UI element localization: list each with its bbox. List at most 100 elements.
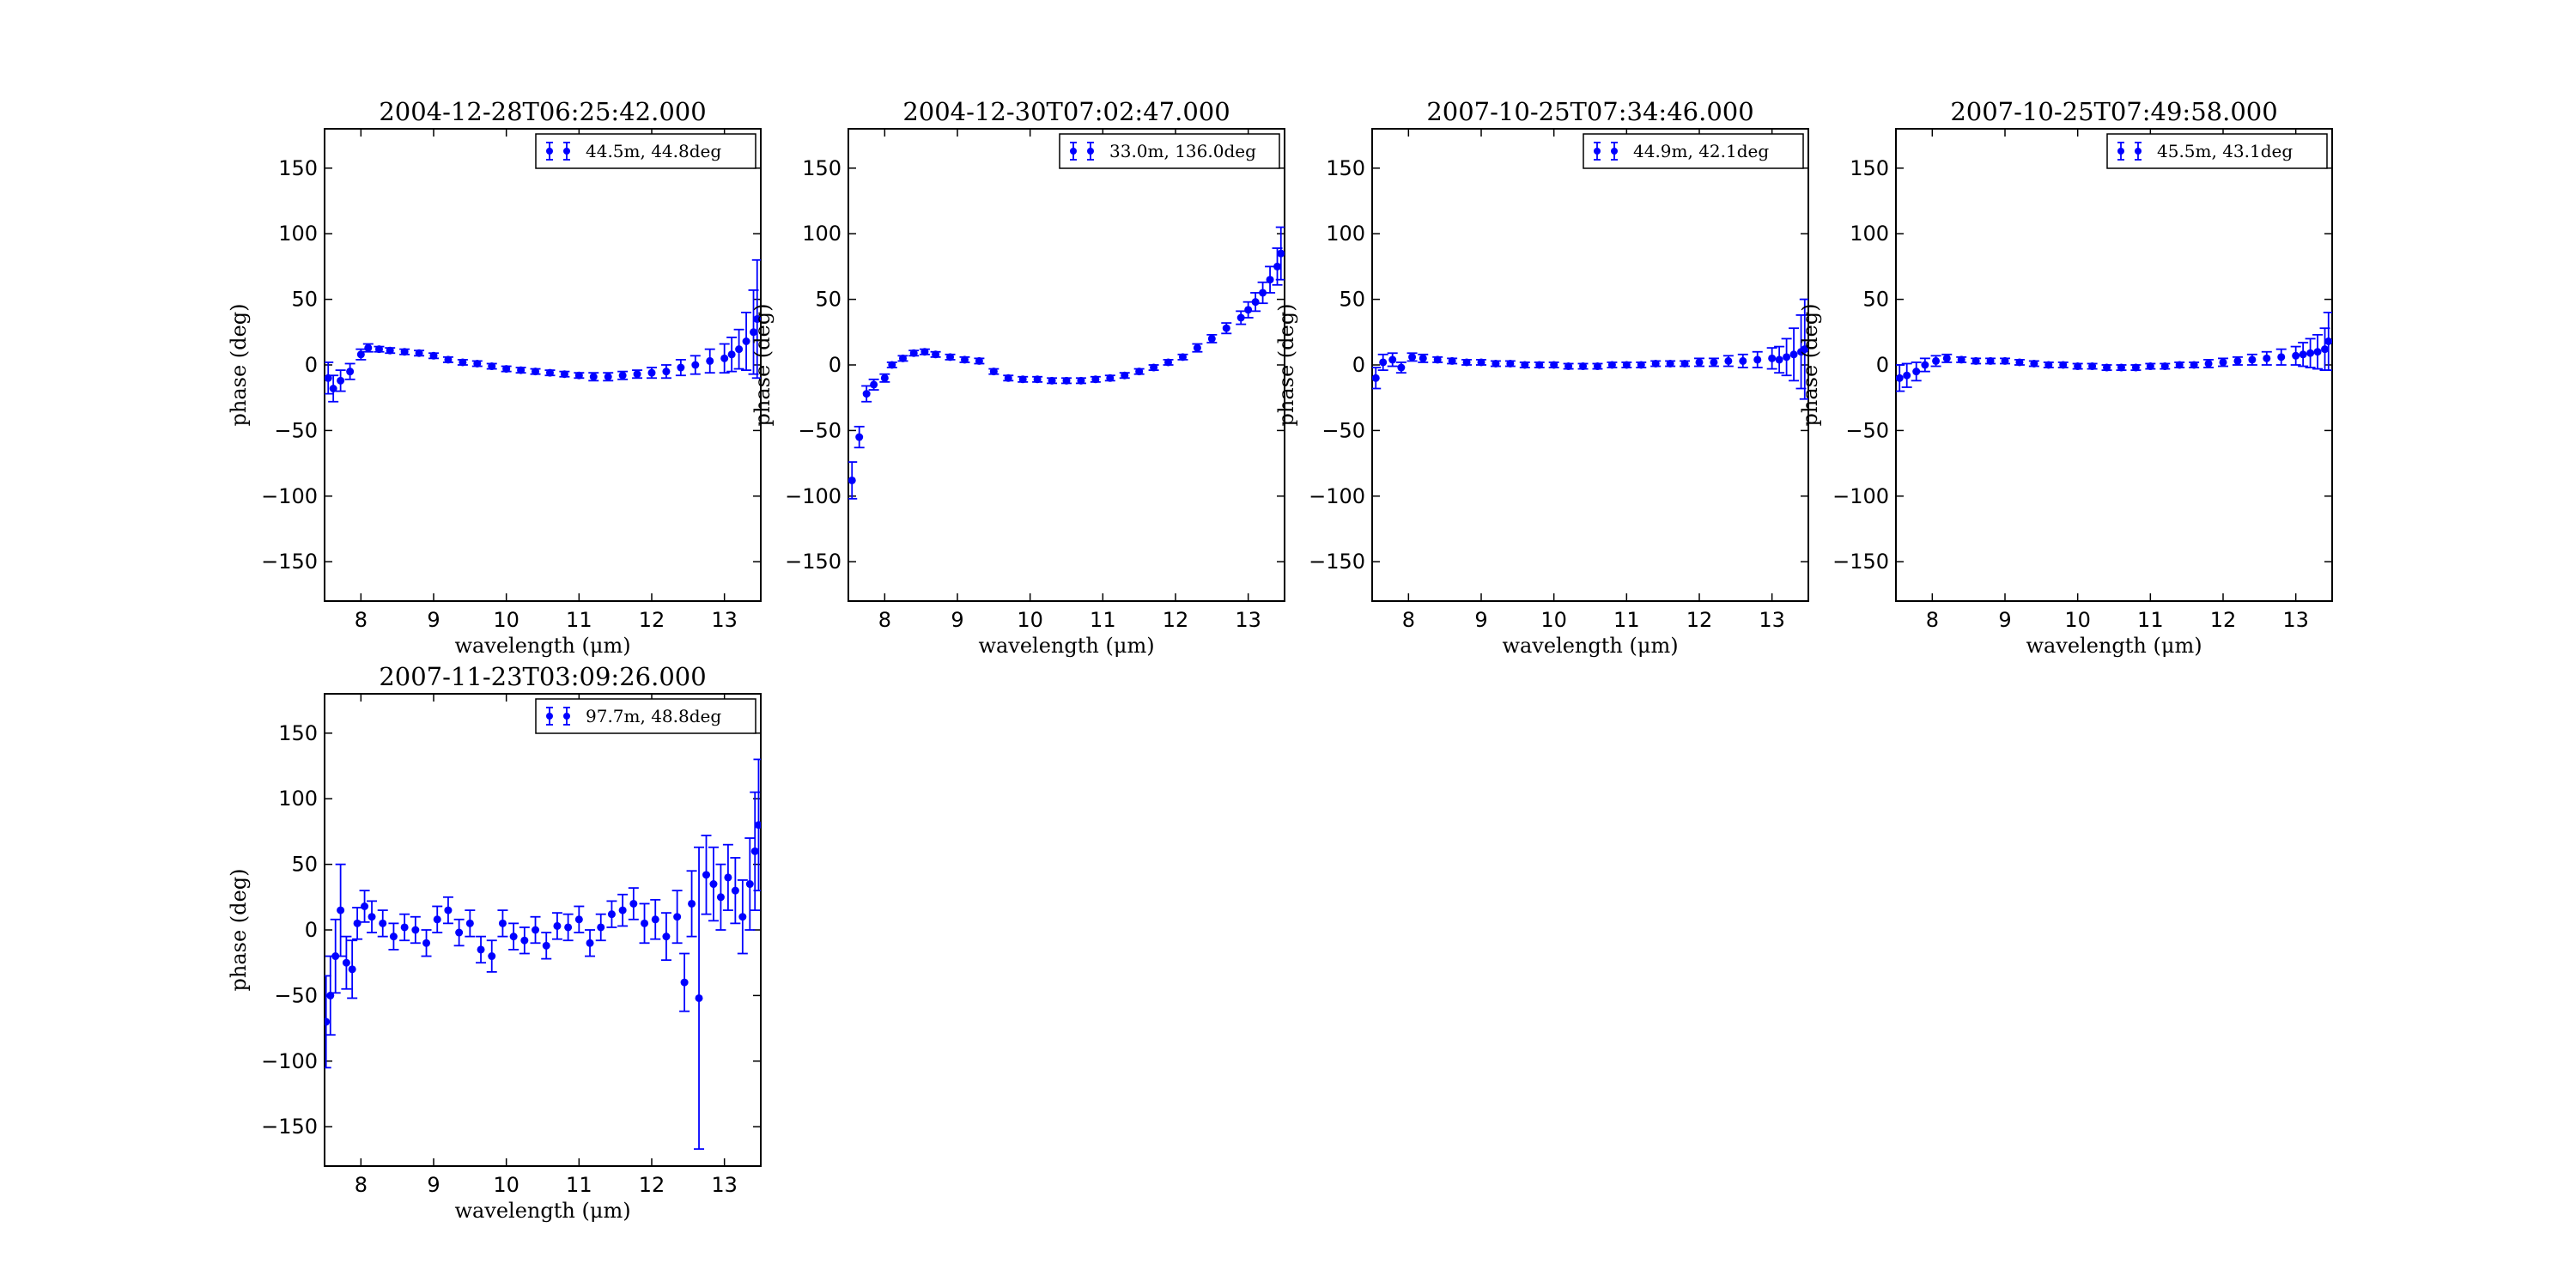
data-point [647,368,656,377]
data-point [356,350,365,359]
data-point [329,385,337,392]
data-point [909,349,918,357]
legend-marker-point [546,148,553,155]
data-point [1801,345,1808,354]
data-point [2263,354,2271,362]
legend-label: 33.0m, 136.0deg [1109,141,1256,161]
chart-title: 2004-12-30T07:02:47.000 [902,97,1230,126]
y-tick-label: −50 [1321,418,1365,442]
legend-marker-point [563,148,570,155]
data-point [1739,356,1747,365]
chart-title: 2007-10-25T07:34:46.000 [1426,97,1753,126]
data-point [2131,363,2140,372]
legend-box [535,698,756,734]
plot-area [1372,298,1808,400]
data-point [862,390,871,398]
data-point [1666,359,1674,368]
data-point [618,906,627,914]
x-axis-label: wavelength (μm) [2026,634,2202,658]
legend: 97.7m, 48.8deg [535,698,756,734]
data-point [673,913,682,921]
x-tick-label: 13 [1235,608,1261,632]
data-point [1680,359,1689,368]
data-point [2117,363,2125,372]
data-point [629,899,638,908]
legend-marker-point [2117,148,2124,155]
data-point [2324,337,2332,345]
data-point [2248,355,2257,364]
data-point [946,353,955,361]
data-point [473,359,482,368]
data-point [574,915,583,924]
x-tick-label: 11 [1090,608,1116,632]
data-point [1637,361,1645,369]
data-point [1462,358,1471,367]
legend-box [535,133,756,169]
x-tick-label: 13 [711,608,738,632]
legend-box [1583,133,1804,169]
data-point [1388,355,1397,364]
x-tick-label: 12 [1163,608,1189,632]
x-tick-label: 13 [711,1173,738,1197]
data-point [920,348,929,356]
data-point [1775,355,1783,364]
data-point [1921,361,1929,369]
data-point [502,365,511,374]
data-point [691,361,700,369]
data-point [989,368,998,376]
x-tick-label: 11 [566,608,592,632]
legend-marker-point [2135,148,2142,155]
data-point [1492,359,1500,368]
legend-label: 44.9m, 42.1deg [1633,141,1769,161]
data-point [560,370,568,379]
data-point [2074,362,2082,371]
y-tick-label: −150 [1832,550,1889,574]
legend-marker-point [1070,148,1077,155]
y-tick-label: −150 [785,550,841,574]
x-tick-label: 8 [878,608,891,632]
data-point [337,906,345,914]
y-tick-label: 150 [1326,156,1365,180]
axes-frame [324,693,762,1167]
data-point [1896,374,1904,382]
x-tick-label: 13 [2282,608,2309,632]
y-tick-label: 50 [1339,288,1365,312]
data-point [695,993,703,1002]
y-tick-label: −50 [1845,418,1889,442]
data-point [422,939,431,947]
y-tick-label: 150 [802,156,841,180]
data-point [688,899,696,908]
axes-frame [848,128,1285,602]
y-tick-label: 50 [291,853,318,877]
x-tick-label: 8 [355,1173,368,1197]
data-point [389,933,398,941]
data-point [1273,262,1282,270]
legend: 33.0m, 136.0deg [1059,133,1280,169]
data-point [545,368,554,377]
data-point [1408,353,1417,361]
data-point [325,1018,331,1026]
y-tick-label: 100 [1850,222,1889,246]
x-tick-label: 10 [493,1173,519,1197]
data-point [750,328,758,337]
data-point [1607,361,1616,369]
y-axis-label: phase (deg) [750,304,775,427]
data-point [607,910,616,919]
y-tick-label: −150 [261,550,318,574]
y-tick-label: 0 [829,353,841,377]
x-tick-label: 11 [1613,608,1640,632]
subplot-2: 2004-12-30T07:02:47.000 8 9 10 11 12 13 −150 −10… [750,97,1285,658]
data-point [1091,375,1100,384]
data-point [386,346,394,355]
data-point [1789,350,1798,359]
data-point [520,936,529,945]
data-point [1193,343,1201,352]
subplot-4: 2007-10-25T07:49:58.000 8 9 10 11 12 13 −150 −10… [1798,97,2333,658]
data-point [1135,368,1144,376]
data-point [899,354,907,362]
data-point [498,919,507,927]
data-point [731,886,739,895]
data-point [2044,361,2053,369]
y-tick-label: −50 [274,418,318,442]
data-point [1903,371,1911,380]
